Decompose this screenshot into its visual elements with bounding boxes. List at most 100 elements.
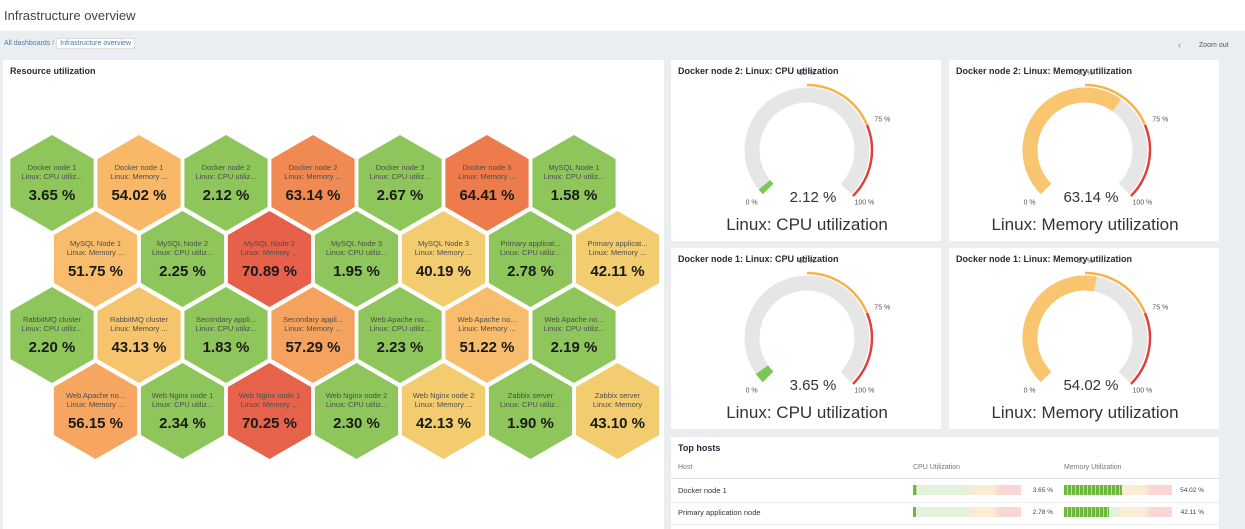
gauge-description: Linux: Memory utilization (991, 403, 1178, 422)
hexagon (10, 135, 94, 231)
cell-item: Linux: Memory ... (458, 324, 516, 333)
hexagon (227, 363, 312, 459)
cell-value: 43.13 % (111, 339, 166, 356)
cell-host: Docker node 2 (289, 163, 338, 172)
bar-track (913, 507, 1021, 517)
hexagon (53, 363, 138, 459)
cell-host: MySQL Node 3 (418, 239, 469, 248)
cell-host: Web Apache no... (544, 315, 603, 324)
cell-item: Linux: Memory ... (284, 172, 342, 181)
cell-item: Linux: Memory ... (589, 248, 647, 257)
header: Infrastructure overview (0, 0, 1245, 31)
cell-value: 51.75 % (68, 263, 123, 280)
cell-item: Linux: Memory ... (67, 400, 125, 409)
bar-label: 3.65 % (1032, 487, 1053, 494)
cell-value: 40.19 % (416, 263, 471, 280)
cell-item: Linux: CPU utiliz... (543, 172, 604, 181)
host-name: Primary application node (678, 508, 761, 517)
hexagon (140, 363, 225, 459)
cell-item: Linux: CPU utiliz... (369, 172, 430, 181)
top-hosts-widget: Top hosts Host CPU Utilization Memory Util… (671, 437, 1219, 529)
threshold-label: 75 % (874, 304, 890, 311)
cell-item: Linux: CPU utiliz... (326, 248, 387, 257)
cell-item: Linux: Memory (593, 400, 642, 409)
threshold-arc (806, 83, 869, 126)
gauge-track (744, 275, 870, 383)
cell-item: Linux: CPU utiliz... (21, 172, 82, 181)
cell-item: Linux: CPU utiliz... (152, 248, 213, 257)
cell-value: 63.14 % (285, 187, 340, 204)
cell-item: Linux: CPU utiliz... (543, 324, 604, 333)
hexagon (358, 135, 442, 231)
bar-label: 2.78 % (1032, 509, 1053, 516)
hexagon (445, 287, 529, 383)
cell-host: Web Nginx node 2 (326, 391, 388, 400)
cell-value: 56.15 % (68, 415, 123, 432)
cell-item: Linux: Memory ... (110, 172, 168, 181)
cell-item: Linux: Memory ... (284, 324, 342, 333)
cell-host: Web Nginx node 1 (152, 391, 214, 400)
honeycomb-widget: Resource utilization Docker node 1 Linux:… (3, 60, 664, 529)
back-icon[interactable]: ‹ (1178, 40, 1181, 50)
widget-title: Docker node 1: Linux: CPU utilization (678, 254, 839, 264)
cell-host: MySQL Node 3 (331, 239, 382, 248)
cell-value: 70.25 % (242, 415, 297, 432)
gauge-widget: Docker node 1: Linux: Memory utilization… (949, 248, 1219, 429)
cell-value: 2.67 % (377, 187, 424, 204)
cell-item: Linux: Memory ... (241, 248, 299, 257)
gauge-value-arc (755, 365, 774, 383)
cell-host: Docker node 3 (463, 163, 512, 172)
gauge-value: 3.65 % (790, 377, 837, 394)
cell-value: 1.95 % (333, 263, 380, 280)
cell-host: MySQL Node 1 (549, 163, 600, 172)
cell-item: Linux: Memory ... (458, 172, 516, 181)
gauge-value-arc (1022, 87, 1122, 195)
hexagon (314, 211, 399, 307)
divider (671, 524, 1219, 525)
gauge-value: 2.12 % (790, 189, 837, 206)
cell-host: Docker node 1 (28, 163, 77, 172)
gauge-min: 0 % (1024, 387, 1036, 394)
hexagon (184, 135, 268, 231)
hexagon (358, 287, 442, 383)
breadcrumb[interactable]: Infrastructure overview (56, 38, 135, 49)
gauge-value-arc (1022, 275, 1097, 383)
threshold-arc (1130, 124, 1152, 197)
hexagon (532, 135, 616, 231)
hexagon (271, 135, 355, 231)
cell-value: 2.19 % (551, 339, 598, 356)
cell-item: Linux: Memory ... (67, 248, 125, 257)
bar-track (913, 485, 1021, 495)
gauge: 50 % 75 % 0 % 100 % 54.02 % Linux: Memory uti… (991, 258, 1178, 422)
threshold-label: 50 % (1077, 258, 1093, 265)
threshold-arc (852, 312, 874, 385)
gauge: 50 % 75 % 0 % 100 % 63.14 % Linux: Memory uti… (991, 70, 1178, 234)
cell-item: Linux: CPU utiliz... (195, 324, 256, 333)
bar-label: 42.11 % (1180, 509, 1204, 516)
hexagon (53, 211, 138, 307)
breadcrumb[interactable]: All dashboards (4, 40, 51, 47)
bar (913, 507, 916, 517)
hexagon (401, 363, 486, 459)
threshold-arc (1084, 271, 1147, 314)
cell-value: 2.23 % (377, 339, 424, 356)
cell-value: 1.83 % (203, 339, 250, 356)
cell-value: 43.10 % (590, 415, 645, 432)
cell-item: Linux: CPU utiliz... (326, 400, 387, 409)
cell-host: Zabbix server (508, 391, 554, 400)
cell-item: Linux: CPU utiliz... (152, 400, 213, 409)
gauge-max: 100 % (854, 387, 874, 394)
cell-value: 2.30 % (333, 415, 380, 432)
bar-track (1064, 507, 1172, 517)
cell-host: Docker node 2 (202, 163, 251, 172)
zoom-out[interactable]: Zoom out (1199, 42, 1229, 49)
cell-value: 64.41 % (459, 187, 514, 204)
gauge-value: 54.02 % (1063, 377, 1118, 394)
cell-host: Secondary appli... (196, 315, 256, 324)
page-title: Infrastructure overview (4, 8, 136, 23)
cell-host: Web Apache no... (457, 315, 516, 324)
threshold-label: 50 % (799, 70, 815, 77)
cell-item: Linux: CPU utiliz... (500, 248, 561, 257)
